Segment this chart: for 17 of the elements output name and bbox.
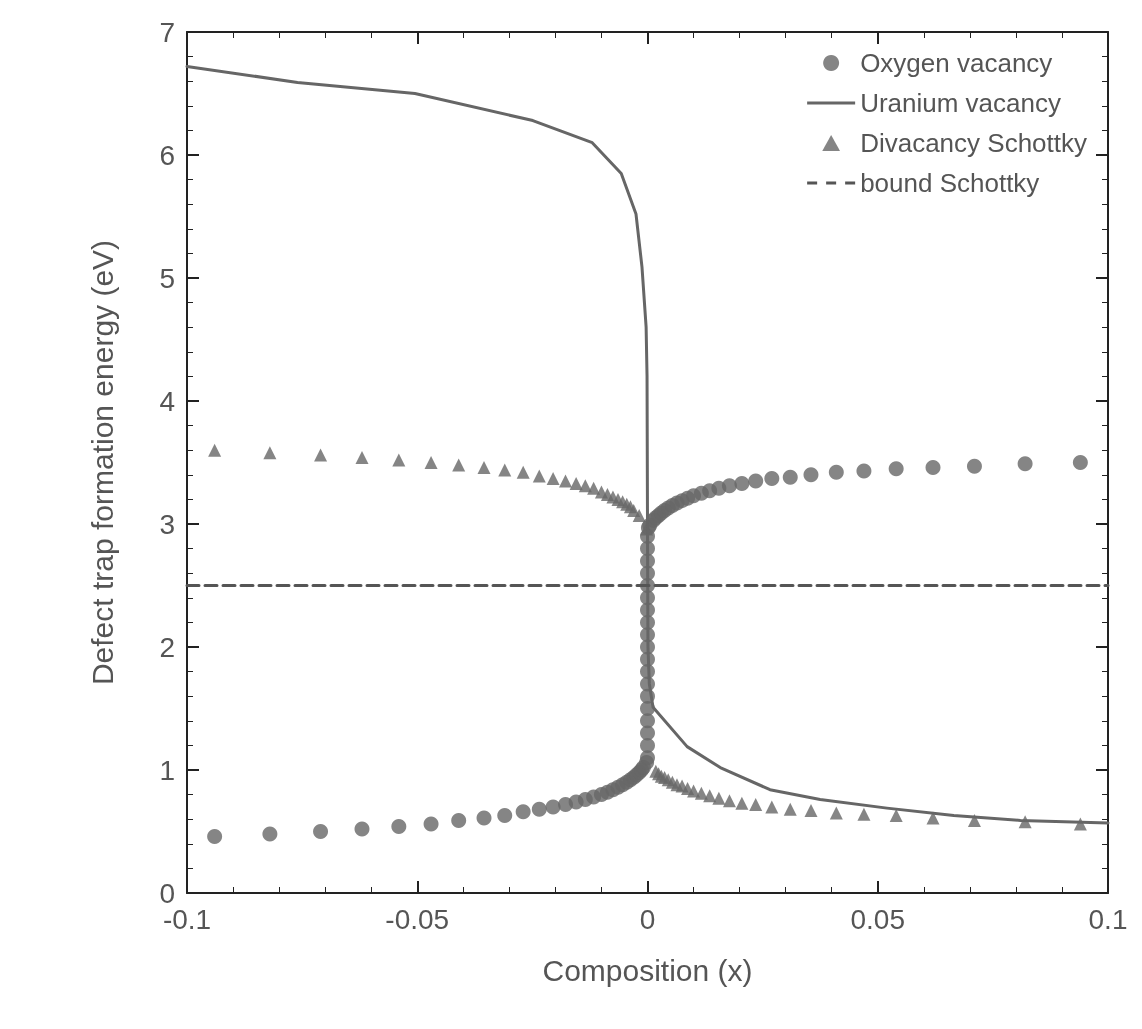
y-tick-label: 3	[159, 508, 175, 540]
legend-label: Divacancy Schottky	[860, 128, 1088, 158]
x-tick-label: 0	[639, 903, 656, 935]
x-tick-label: 0.05	[850, 903, 905, 935]
legend-label: bound Schottky	[860, 168, 1040, 198]
x-tick-label: -0.05	[385, 903, 450, 935]
y-tick-label: 2	[159, 631, 175, 663]
y-tick-label: 4	[159, 385, 175, 417]
y-tick-label: 6	[159, 139, 175, 171]
y-tick-label: 1	[159, 754, 175, 786]
y-tick-label: 7	[159, 16, 175, 48]
x-axis-title: Composition (x)	[542, 953, 753, 987]
legend-label: Uranium vacancy	[860, 88, 1061, 118]
y-tick-label: 5	[159, 262, 175, 294]
x-tick-label: 0.1	[1088, 903, 1128, 935]
legend-label: Oxygen vacancy	[860, 48, 1053, 78]
y-axis-title: Defect trap formation energy (eV)	[85, 239, 119, 686]
